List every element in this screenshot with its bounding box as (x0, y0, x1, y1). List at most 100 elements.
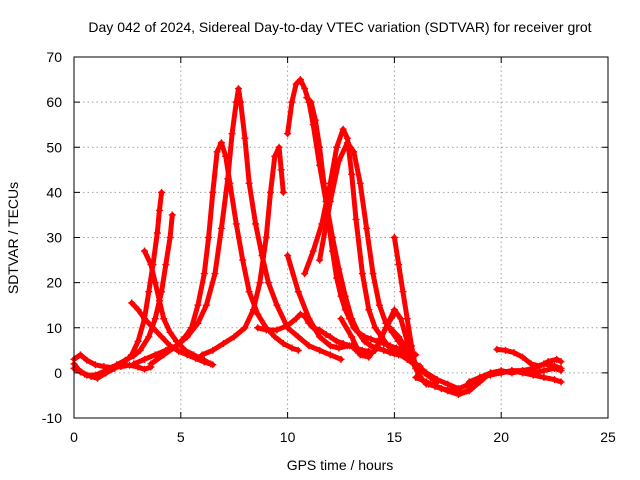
data-point (339, 125, 347, 133)
data-point (130, 360, 138, 368)
data-point (303, 94, 311, 102)
data-point (363, 224, 371, 232)
data-point (356, 179, 364, 187)
data-point (254, 310, 262, 318)
x-tick-label: 15 (387, 429, 403, 445)
data-point (333, 337, 341, 345)
series-track-7 (147, 85, 345, 368)
data-point (147, 261, 155, 269)
data-point (241, 324, 249, 332)
data-point (350, 324, 358, 332)
data-point (134, 306, 142, 314)
data-point (245, 179, 253, 187)
data-point (220, 340, 228, 348)
series-line (71, 189, 165, 381)
data-point (337, 315, 345, 323)
data-point (390, 306, 398, 314)
data-point (465, 387, 473, 395)
data-point (202, 301, 210, 309)
data-point (301, 270, 309, 278)
x-tick-label: 25 (600, 429, 616, 445)
data-point (200, 356, 208, 364)
data-point (311, 116, 319, 124)
x-tick-label: 20 (493, 429, 509, 445)
data-point (551, 376, 559, 384)
data-point (444, 380, 452, 388)
series-track-8 (198, 143, 287, 359)
y-axis-label: SDTVAR / TECUs (5, 182, 21, 294)
data-point (326, 197, 334, 205)
data-point (213, 148, 221, 156)
data-point (328, 247, 336, 255)
data-point (346, 315, 354, 323)
data-point (390, 346, 398, 354)
data-point (224, 175, 232, 183)
series-track-2 (70, 188, 166, 382)
data-point (373, 342, 381, 350)
data-point (367, 335, 375, 343)
data-point (140, 315, 148, 323)
data-point (155, 206, 163, 214)
data-point (271, 333, 279, 341)
data-point (444, 387, 452, 395)
data-point (390, 234, 398, 241)
data-point (519, 353, 527, 361)
y-tick-label: 70 (46, 49, 62, 65)
data-point (183, 333, 191, 341)
data-point (237, 98, 245, 106)
data-point (307, 98, 315, 106)
x-tick-label: 0 (70, 429, 78, 445)
data-point (309, 247, 317, 255)
data-point (360, 333, 368, 341)
data-point (294, 346, 302, 354)
data-point (365, 306, 373, 314)
data-point (149, 324, 157, 332)
data-point (271, 152, 279, 160)
data-point (305, 315, 313, 323)
data-point (341, 306, 349, 314)
data-point (322, 331, 330, 339)
data-point (168, 211, 176, 219)
data-point (160, 315, 168, 323)
data-point (279, 340, 287, 348)
data-point (433, 382, 441, 390)
data-point (241, 134, 249, 142)
data-point (403, 315, 411, 323)
data-point (316, 333, 324, 341)
chart-title: Day 042 of 2024, Sidereal Day-to-day VTE… (88, 19, 591, 35)
data-point (348, 333, 356, 341)
data-point (136, 346, 144, 354)
data-point (412, 373, 420, 381)
series-layer (70, 76, 565, 399)
y-tick-label: 20 (46, 275, 62, 291)
data-point (294, 288, 302, 296)
data-point (273, 326, 281, 334)
data-point (527, 360, 535, 368)
data-point (326, 333, 334, 341)
data-point (399, 288, 407, 296)
data-point (151, 315, 159, 323)
data-point (553, 355, 561, 363)
data-point (395, 261, 403, 269)
series-line (466, 361, 564, 385)
data-point (422, 378, 430, 386)
data-point (239, 256, 247, 264)
y-tick-label: 40 (46, 184, 62, 200)
data-point (153, 229, 161, 237)
data-point (83, 356, 91, 364)
data-point (335, 157, 343, 165)
data-point (173, 342, 181, 350)
data-point (476, 373, 484, 381)
data-point (232, 220, 240, 228)
y-tick-label: 50 (46, 139, 62, 155)
data-point (557, 364, 565, 372)
data-point (249, 306, 257, 314)
data-point (284, 321, 292, 329)
data-point (356, 351, 364, 359)
data-point (337, 355, 345, 363)
data-point (557, 378, 565, 386)
x-axis-label: GPS time / hours (287, 457, 394, 473)
series-line (285, 77, 406, 359)
data-point (397, 351, 405, 359)
